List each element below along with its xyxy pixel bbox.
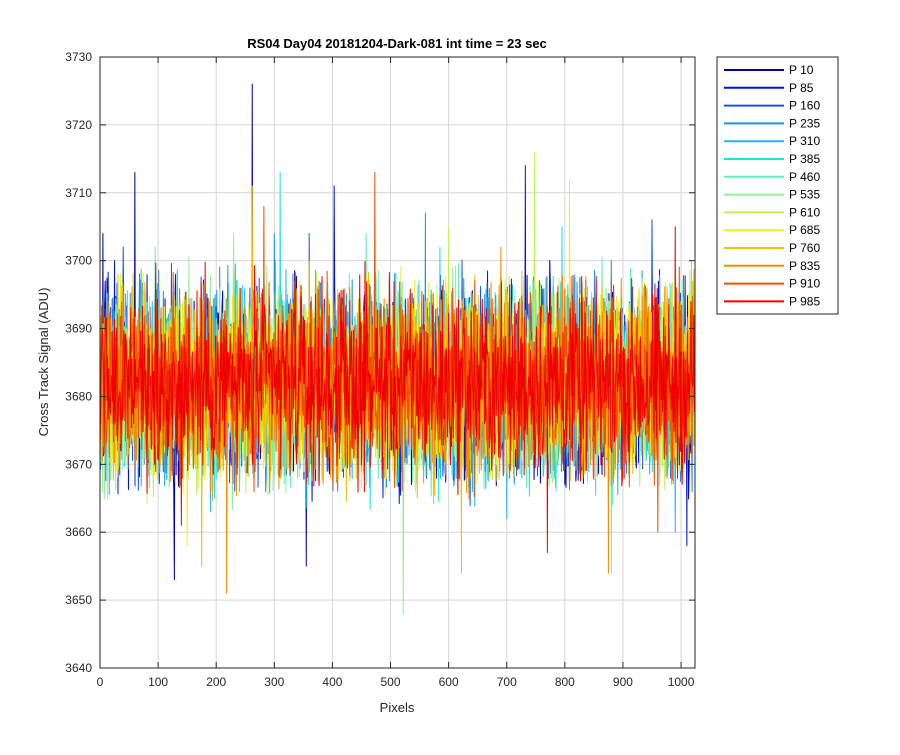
x-tick-label: 300 bbox=[264, 675, 284, 689]
legend-label: P 535 bbox=[789, 188, 820, 202]
x-tick-label: 200 bbox=[206, 675, 226, 689]
y-tick-label: 3680 bbox=[65, 389, 92, 403]
x-tick-label: 800 bbox=[555, 675, 575, 689]
legend-label: P 910 bbox=[789, 277, 820, 291]
legend: P 10 P 85 P 160 P 235 P 310 P 385 P 460 P 535 P … bbox=[716, 56, 839, 315]
y-tick-label: 3650 bbox=[65, 593, 92, 607]
x-tick-label: 0 bbox=[97, 675, 104, 689]
series-line bbox=[99, 226, 695, 554]
legend-label: P 985 bbox=[789, 294, 820, 308]
x-axis-label: Pixels bbox=[380, 700, 415, 715]
x-tick-label: 400 bbox=[322, 675, 342, 689]
legend-label: P 460 bbox=[789, 170, 820, 184]
legend-label: P 10 bbox=[789, 63, 814, 77]
x-tick-label: 1000 bbox=[668, 675, 695, 689]
y-tick-label: 3640 bbox=[65, 661, 92, 675]
legend-label: P 385 bbox=[789, 152, 820, 166]
legend-label: P 760 bbox=[789, 241, 820, 255]
legend-label: P 235 bbox=[789, 116, 820, 130]
legend-box bbox=[716, 56, 839, 315]
y-tick-label: 3660 bbox=[65, 525, 92, 539]
legend-label: P 160 bbox=[789, 99, 820, 113]
x-tick-label: 500 bbox=[381, 675, 401, 689]
legend-label: P 835 bbox=[789, 259, 820, 273]
legend-label: P 310 bbox=[789, 134, 820, 148]
legend-label: P 685 bbox=[789, 223, 820, 237]
legend-label: P 610 bbox=[789, 205, 820, 219]
x-tick-label: 600 bbox=[439, 675, 459, 689]
legend-label: P 85 bbox=[789, 81, 814, 95]
plot-frame bbox=[99, 56, 696, 669]
y-tick-label: 3670 bbox=[65, 457, 92, 471]
y-tick-label: 3690 bbox=[65, 322, 92, 336]
y-tick-label: 3730 bbox=[65, 50, 92, 64]
y-tick-label: 3700 bbox=[65, 254, 92, 268]
y-axis-label: Cross Track Signal (ADU) bbox=[36, 288, 51, 437]
x-tick-label: 900 bbox=[613, 675, 633, 689]
axis-ticks: 0 100 200 300 400 500 600 700 800 900 1000 3640 3650… bbox=[65, 50, 695, 689]
y-tick-label: 3720 bbox=[65, 118, 92, 132]
series-lines bbox=[99, 83, 695, 615]
x-tick-label: 100 bbox=[148, 675, 168, 689]
y-tick-label: 3710 bbox=[65, 186, 92, 200]
x-tick-label: 700 bbox=[497, 675, 517, 689]
chart-title: RS04 Day04 20181204-Dark-081 int time = … bbox=[247, 36, 547, 51]
